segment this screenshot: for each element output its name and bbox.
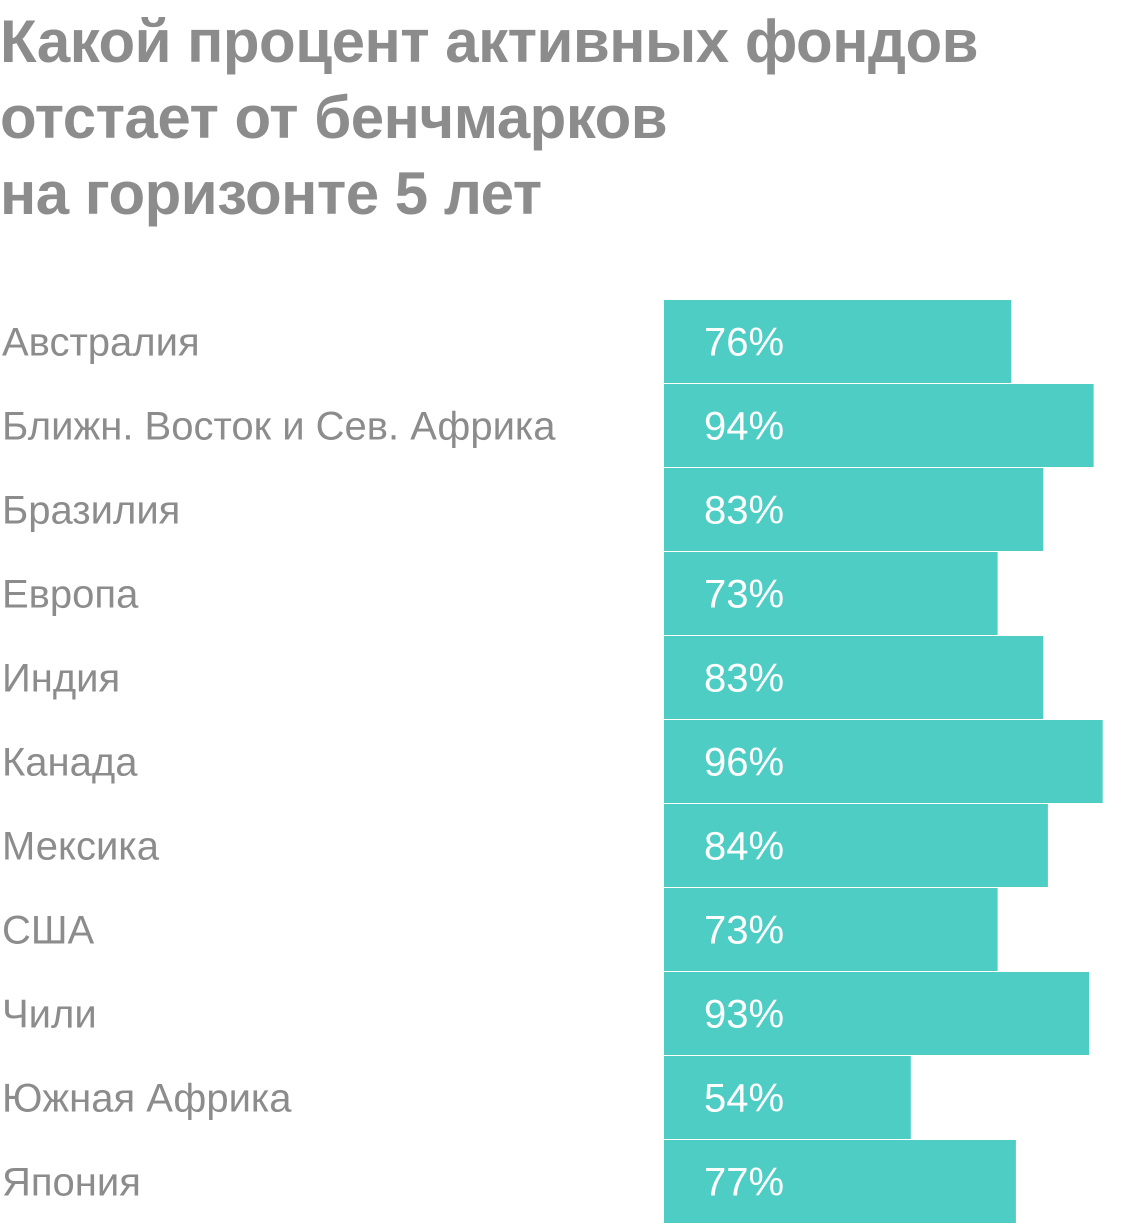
value-label: 83%	[704, 657, 784, 701]
chart-title-line-1: Какой процент активных фондов	[0, 8, 979, 75]
bar	[664, 468, 1044, 551]
bar-row: Япония 77%	[2, 1140, 1016, 1223]
bar	[664, 888, 998, 971]
category-label: Индия	[2, 657, 120, 701]
bar-row: Чили 93%	[2, 972, 1089, 1055]
category-label: Канада	[2, 741, 138, 785]
bar-row: Австралия 76%	[2, 300, 1012, 383]
chart-title-line-2: отстает от бенчмарков	[0, 84, 668, 151]
value-label: 93%	[704, 993, 784, 1037]
bar-row: Южная Африка 54%	[2, 1056, 911, 1139]
chart-title: Какой процент активных фондов отстает от…	[0, 4, 1121, 232]
bar-row: Мексика 84%	[2, 804, 1048, 887]
bar-row: Индия 83%	[2, 636, 1044, 719]
bar	[664, 972, 1089, 1055]
value-label: 73%	[704, 573, 784, 617]
bar-row: Канада 96%	[2, 720, 1103, 803]
value-label: 84%	[704, 825, 784, 869]
category-label: Бразилия	[2, 489, 180, 533]
bar	[664, 384, 1094, 467]
bar	[664, 552, 998, 635]
chart-title-line-3: на горизонте 5 лет	[0, 160, 542, 227]
bar	[664, 804, 1048, 887]
value-label: 96%	[704, 741, 784, 785]
category-label: Япония	[2, 1161, 141, 1205]
value-label: 54%	[704, 1077, 784, 1121]
value-label: 94%	[704, 405, 784, 449]
bar	[664, 636, 1044, 719]
category-label: Ближн. Восток и Сев. Африка	[2, 405, 556, 449]
bar-row: Ближн. Восток и Сев. Африка 94%	[2, 384, 1094, 467]
bar	[664, 1140, 1016, 1223]
bar-row: США 73%	[2, 888, 998, 971]
value-label: 77%	[704, 1161, 784, 1205]
bar	[664, 1056, 911, 1139]
bar	[664, 720, 1103, 803]
category-label: Чили	[2, 993, 97, 1037]
bar	[664, 300, 1012, 383]
value-label: 83%	[704, 489, 784, 533]
category-label: Мексика	[2, 825, 160, 869]
category-label: США	[2, 909, 95, 953]
value-label: 73%	[704, 909, 784, 953]
bar-row: Европа 73%	[2, 552, 998, 635]
bar-row: Бразилия 83%	[2, 468, 1044, 551]
category-label: Австралия	[2, 321, 200, 365]
category-label: Южная Африка	[2, 1077, 292, 1121]
category-label: Европа	[2, 573, 139, 617]
value-label: 76%	[704, 321, 784, 365]
